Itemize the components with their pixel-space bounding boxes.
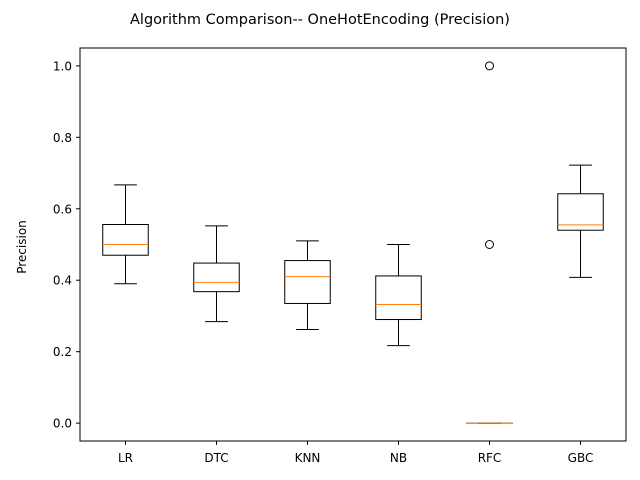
axes-frame (79, 47, 627, 442)
x-tick-label: LR (118, 451, 133, 465)
y-tick-label: 0.4 (53, 274, 72, 288)
outlier-point (485, 240, 494, 249)
box-gbc (557, 193, 604, 231)
y-tick-label: 0.2 (53, 345, 72, 359)
outlier-point (485, 61, 494, 71)
x-tick-label: DTC (204, 451, 228, 465)
plot-area: LR DTC KNN NB RFC GBC 0.0 0.2 0.4 0.6 0.8 1.0 (53, 47, 627, 465)
x-tick-label: RFC (478, 451, 502, 465)
x-tick-label: KNN (295, 451, 321, 465)
y-tick-label: 0.8 (53, 131, 72, 145)
y-tick-label: 0.6 (53, 202, 72, 216)
y-tick-label: 1.0 (53, 59, 72, 73)
chart-title: Algorithm Comparison-- OneHotEncoding (P… (130, 12, 510, 28)
box-dtc (193, 262, 240, 293)
x-tick-label: NB (390, 451, 407, 465)
y-tick-label: 0.0 (53, 417, 72, 431)
box-nb (375, 275, 422, 321)
box-lr (102, 223, 149, 256)
y-axis-label: Precision (15, 220, 29, 274)
box-knn (284, 260, 331, 304)
x-tick-label: GBC (568, 451, 594, 465)
